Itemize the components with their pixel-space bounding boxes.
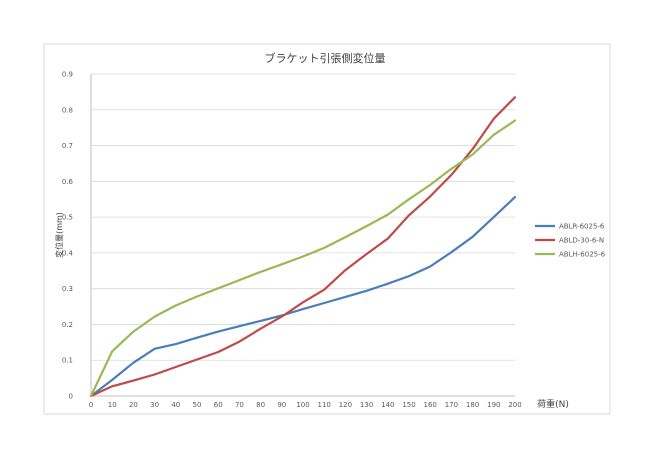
series-line-2 [89,119,517,398]
x-tick-label-16: 160 [424,401,437,409]
x-axis-label: 荷重(N) [537,398,569,410]
legend-label-1: ABLD-30-6-N [559,237,604,245]
x-tick-labels: 0 10 20 30 40 50 60 70 80 90 100 110 120 130 140 150 160… [89,401,522,409]
axes [90,74,515,397]
series-line-0 [89,196,517,398]
chart-title: ブラケット引張側変位量 [265,51,386,65]
x-tick-label-1: 10 [108,401,117,409]
y-tick-label-4: 0.4 [62,249,74,257]
x-tick-label-5: 50 [193,401,202,409]
x-tick-label-11: 110 [318,401,331,409]
series-line-1 [89,96,517,398]
x-tick-label-4: 40 [171,401,180,409]
x-tick-label-12: 120 [339,401,352,409]
x-tick-label-2: 20 [129,401,138,409]
y-tick-label-8: 0.8 [62,106,73,114]
y-axis-label: 変位量(mm) [54,212,64,258]
y-tick-label-2: 0.2 [62,321,73,329]
x-tick-label-15: 150 [402,401,415,409]
x-tick-label-13: 130 [360,401,373,409]
y-tick-label-0: 0 [69,393,73,401]
legend: ABLR-6025-6 ABLD-30-6-N ABLH-6025-6 [535,223,606,259]
x-tick-label-14: 140 [381,401,394,409]
series-lines [89,96,517,398]
x-tick-label-20: 200 [508,401,521,409]
y-tick-label-9: 0.9 [62,71,73,79]
x-tick-label-0: 0 [89,401,93,409]
y-tick-label-5: 0.5 [62,214,73,222]
x-tick-label-18: 180 [466,401,479,409]
y-tick-label-6: 0.6 [62,178,74,186]
y-tick-label-7: 0.7 [62,142,73,150]
x-tick-label-8: 80 [256,401,265,409]
y-tick-label-1: 0.1 [62,357,73,365]
x-tick-label-19: 190 [487,401,500,409]
x-tick-label-10: 100 [296,401,309,409]
chart-frame [43,43,611,415]
x-tick-label-7: 70 [235,401,244,409]
legend-label-2: ABLH-6025-6 [559,251,606,259]
x-tick-label-9: 90 [277,401,286,409]
x-tick-label-17: 170 [445,401,458,409]
y-tick-label-3: 0.3 [62,285,73,293]
y-tick-labels: 0 0.1 0.2 0.3 0.4 0.5 0.6 0.7 0.8 0.9 [62,71,74,401]
x-tick-label-3: 30 [150,401,159,409]
legend-label-0: ABLR-6025-6 [559,223,605,231]
x-tick-label-6: 60 [214,401,223,409]
